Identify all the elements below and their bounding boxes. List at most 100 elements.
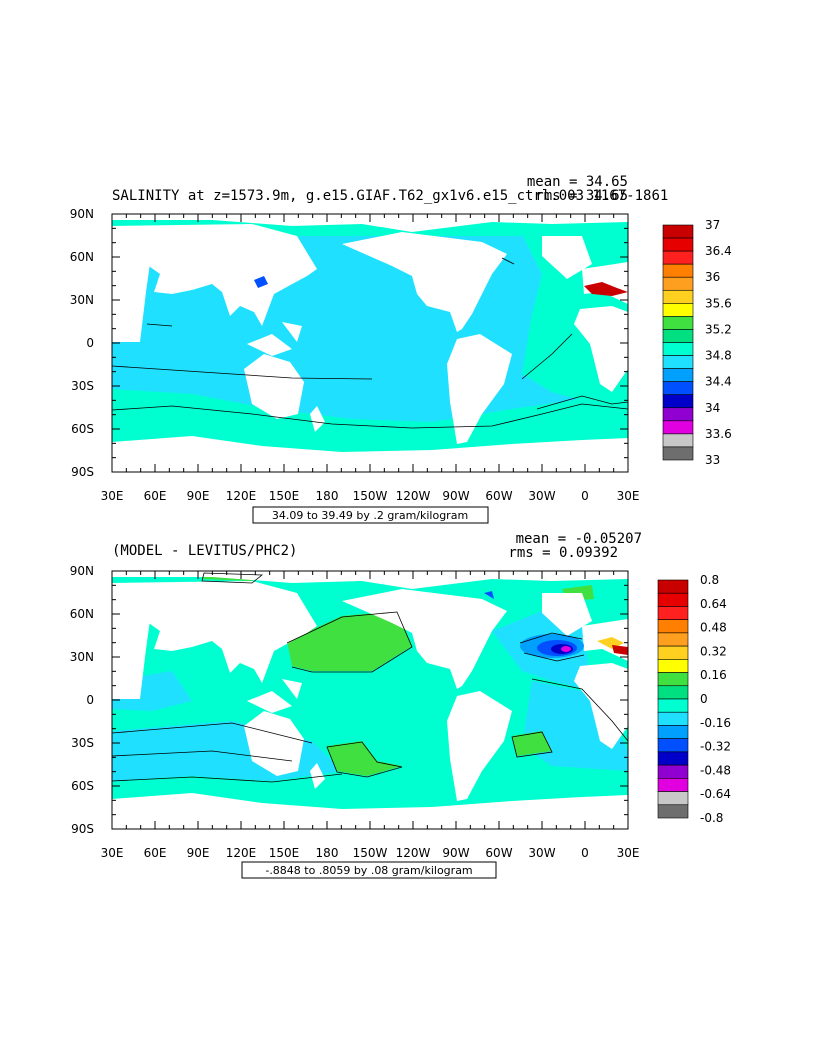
colorbar-label: 35.6 — [705, 296, 732, 310]
colorbar-swatch — [657, 725, 689, 739]
colorbar-label: 0 — [700, 692, 708, 706]
x-tick-label: 90E — [187, 846, 210, 860]
panel1-axis-ticks: 30E 60E 90E 120E 150E 180 150W 120W 90W 60W 30W 0 30… — [70, 207, 640, 503]
y-tick-label: 0 — [86, 336, 94, 350]
panel2-map — [112, 571, 628, 829]
x-tick-label: 30E — [617, 489, 640, 503]
panel1-contour-info: 34.09 to 39.49 by .2 gram/kilogram — [272, 509, 468, 522]
colorbar-label: 34.8 — [705, 349, 732, 363]
panel2-colorbar-labels: 0.8 0.64 0.48 0.32 0.16 0 -0.16 -0.32 -0.48 -0.64… — [700, 573, 731, 825]
colorbar-label: -0.32 — [700, 740, 731, 754]
x-tick-label: 30E — [101, 489, 124, 503]
colorbar-swatch — [657, 698, 689, 713]
y-tick-label: 90S — [71, 465, 94, 479]
x-tick-label: 90E — [187, 489, 210, 503]
colorbar-swatch — [662, 237, 694, 252]
x-tick-label: 60W — [485, 846, 512, 860]
y-tick-label: 60S — [71, 779, 94, 793]
colorbar-swatch — [662, 446, 694, 461]
colorbar-swatch — [662, 329, 694, 343]
colorbar-label: 37 — [705, 218, 720, 232]
colorbar-label: 0.48 — [700, 621, 727, 635]
colorbar-label: -0.8 — [700, 811, 723, 825]
colorbar-swatch — [662, 381, 694, 396]
x-tick-label: 180 — [316, 846, 339, 860]
colorbar-label: -0.64 — [700, 787, 731, 801]
y-tick-label: 60N — [70, 250, 94, 264]
colorbar-swatch — [662, 276, 694, 291]
colorbar-swatch — [657, 645, 689, 660]
y-tick-label: 30S — [71, 379, 94, 393]
colorbar-swatch — [657, 711, 689, 726]
x-tick-label: 120W — [396, 489, 431, 503]
x-tick-label: 60E — [144, 846, 167, 860]
colorbar-swatch — [657, 606, 689, 620]
colorbar-label: 0.64 — [700, 597, 727, 611]
y-tick-label: 90N — [70, 207, 94, 221]
colorbar-label: 0.16 — [700, 668, 727, 682]
x-tick-label: 120E — [226, 846, 257, 860]
x-tick-label: 150W — [353, 846, 388, 860]
colorbar-label: 36 — [705, 270, 720, 284]
x-tick-label: 150W — [353, 489, 388, 503]
colorbar-swatch — [657, 659, 689, 673]
y-tick-label: 60N — [70, 607, 94, 621]
colorbar-swatch — [662, 407, 694, 422]
y-tick-label: 90N — [70, 564, 94, 578]
colorbar-swatch — [657, 804, 689, 819]
colorbar-label: 35.2 — [705, 322, 732, 336]
y-tick-label: 90S — [71, 822, 94, 836]
colorbar-swatch — [662, 342, 694, 356]
colorbar-swatch — [657, 738, 689, 753]
panel1-colorbar-labels: 37 36.4 36 35.6 35.2 34.8 34.4 34 33.6 33 — [705, 218, 732, 467]
x-tick-label: 90W — [442, 489, 469, 503]
panel1-rms: rms = 34.65 — [535, 188, 628, 204]
colorbar-swatch — [662, 224, 694, 239]
colorbar-swatch — [657, 685, 689, 700]
y-tick-label: 30S — [71, 736, 94, 750]
x-tick-label: 150E — [269, 846, 300, 860]
colorbar-label: 33.6 — [705, 427, 732, 441]
colorbar-swatch — [657, 751, 689, 766]
x-tick-label: 60E — [144, 489, 167, 503]
x-tick-label: 30W — [528, 846, 555, 860]
x-tick-label: 180 — [316, 489, 339, 503]
colorbar-swatch — [657, 579, 689, 594]
panel2-contour-info: -.8848 to .8059 by .08 gram/kilogram — [265, 864, 472, 877]
colorbar-swatch — [657, 619, 689, 634]
panel1-map — [112, 214, 628, 472]
colorbar-label: -0.16 — [700, 716, 731, 730]
x-tick-label: 0 — [581, 846, 589, 860]
panel2-mean: mean = -0.05207 — [516, 531, 642, 547]
colorbar-swatch — [662, 394, 694, 409]
y-tick-label: 30N — [70, 293, 94, 307]
colorbar-swatch — [662, 433, 694, 448]
x-tick-label: 30E — [101, 846, 124, 860]
x-tick-label: 60W — [485, 489, 512, 503]
colorbar-swatch — [662, 263, 694, 278]
panel2-colorbar — [657, 579, 689, 819]
colorbar-label: -0.48 — [700, 763, 731, 777]
colorbar-label: 34 — [705, 401, 720, 415]
x-tick-label: 120E — [226, 489, 257, 503]
y-tick-label: 30N — [70, 650, 94, 664]
colorbar-swatch — [657, 632, 689, 647]
panel2-axis-ticks: 30E 60E 90E 120E 150E 180 150W 120W 90W 60W 30W 0 30… — [70, 564, 640, 860]
x-tick-label: 30W — [528, 489, 555, 503]
x-tick-label: 30E — [617, 846, 640, 860]
colorbar-swatch — [662, 303, 694, 317]
panel-difference: (MODEL - LEVITUS/PHC2) mean = -0.05207 r… — [70, 531, 731, 879]
panel2-rms: rms = 0.09392 — [508, 545, 618, 561]
colorbar-label: 36.4 — [705, 244, 732, 258]
panel1-mean: mean = 34.65 — [527, 174, 628, 190]
colorbar-swatch — [657, 592, 689, 607]
x-tick-label: 0 — [581, 489, 589, 503]
colorbar-swatch — [657, 791, 689, 806]
colorbar-swatch — [662, 250, 694, 265]
colorbar-label: 0.32 — [700, 644, 727, 658]
colorbar-label: 0.8 — [700, 573, 719, 587]
y-tick-label: 0 — [86, 693, 94, 707]
colorbar-swatch — [657, 764, 689, 779]
colorbar-swatch — [662, 355, 694, 369]
